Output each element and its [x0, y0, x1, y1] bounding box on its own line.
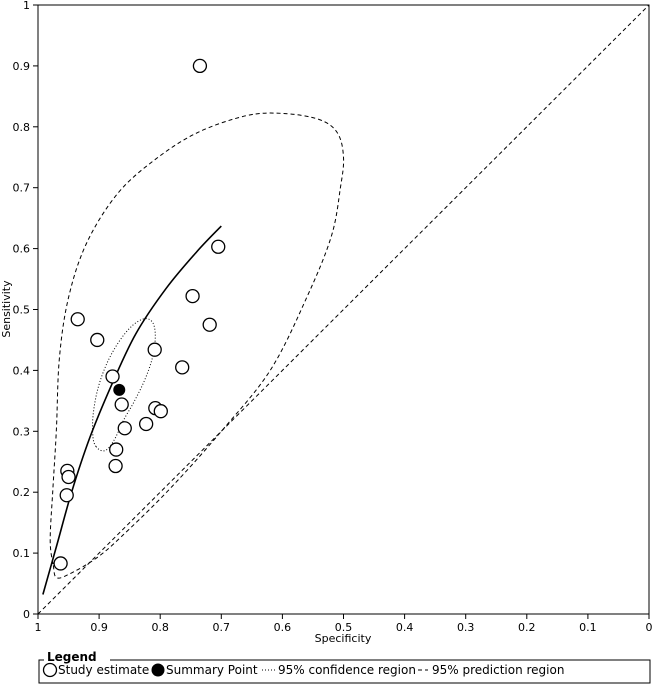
- x-tick-label: 1: [35, 621, 42, 634]
- study-estimate-point: [117, 421, 132, 436]
- sroc-curve-layer: [42, 225, 222, 595]
- study-estimate-point: [153, 404, 168, 419]
- x-tick-label: 0.7: [213, 621, 231, 634]
- prediction-region-ellipse: [49, 112, 345, 579]
- legend: Legend Study estimate Summary Point 95% …: [38, 650, 651, 684]
- legend-summary-point-label: Summary Point: [166, 663, 258, 677]
- legend-box: [38, 659, 651, 684]
- summary-point: [113, 383, 126, 396]
- study-estimate-point: [185, 288, 200, 304]
- x-axis-title: Specificity: [315, 632, 372, 645]
- y-tick-label: 0.8: [13, 121, 31, 134]
- x-tick-label: 0.6: [274, 621, 292, 634]
- regions-layer: [37, 4, 650, 615]
- study-estimate-point: [90, 332, 105, 348]
- sroc-curve: [42, 225, 222, 595]
- study-estimate-point: [114, 397, 129, 412]
- y-axis-ticks: 0 0.1 0.2 0.3 0.4 0.5 0.6 0.7 0.8 0.9 1: [13, 0, 38, 621]
- study-estimate-point: [175, 360, 190, 375]
- legend-title: Legend: [47, 650, 97, 664]
- legend-study-estimate-marker: [42, 662, 58, 678]
- legend-study-estimate-label: Study estimate: [58, 663, 149, 677]
- x-axis-ticks: 1 0.9 0.8 0.7 0.6 0.5 0.4 0.3 0.2 0.1 0: [35, 614, 652, 634]
- y-tick-label: 0.5: [13, 304, 31, 317]
- study-estimate-point: [109, 442, 124, 457]
- legend-prediction-region-label: 95% prediction region: [432, 663, 564, 677]
- study-estimate-point: [202, 317, 217, 332]
- legend-summary-point-marker: [151, 663, 165, 677]
- study-estimate-point: [61, 469, 76, 485]
- study-estimate-point: [53, 556, 68, 571]
- chance-diagonal-line: [37, 4, 650, 615]
- y-axis-title: Sensitivity: [0, 280, 13, 338]
- y-tick-label: 0.3: [13, 425, 31, 438]
- y-tick-label: 0.2: [13, 486, 31, 499]
- y-tick-label: 0: [23, 608, 30, 621]
- y-tick-label: 0.4: [13, 364, 31, 377]
- x-tick-label: 0.5: [335, 621, 353, 634]
- study-estimate-point: [105, 369, 120, 384]
- study-estimate-point: [70, 312, 85, 327]
- y-tick-label: 0.1: [13, 547, 31, 560]
- study-estimate-point: [147, 342, 162, 357]
- study-estimate-point: [138, 416, 154, 432]
- y-tick-label: 0.7: [13, 182, 31, 195]
- x-tick-label: 0.8: [151, 621, 169, 634]
- x-tick-label: 0.3: [457, 621, 475, 634]
- y-tick-label: 0.9: [13, 60, 31, 73]
- study-estimate-point: [211, 239, 226, 254]
- confidence-region-ellipse: [92, 318, 156, 452]
- study-estimate-point: [108, 458, 123, 474]
- x-tick-label: 0.9: [90, 621, 108, 634]
- legend-title-bg: [44, 651, 110, 665]
- points-layer: [53, 58, 226, 571]
- study-estimate-point: [192, 58, 208, 74]
- x-tick-label: 0.1: [579, 621, 597, 634]
- legend-confidence-region-label: 95% confidence region: [278, 663, 416, 677]
- x-tick-label: 0: [646, 621, 652, 634]
- x-tick-label: 0.2: [518, 621, 536, 634]
- x-tick-label: 0.4: [396, 621, 414, 634]
- y-tick-label: 0.6: [13, 243, 31, 256]
- study-estimate-point: [59, 488, 74, 503]
- y-tick-label: 1: [23, 0, 30, 12]
